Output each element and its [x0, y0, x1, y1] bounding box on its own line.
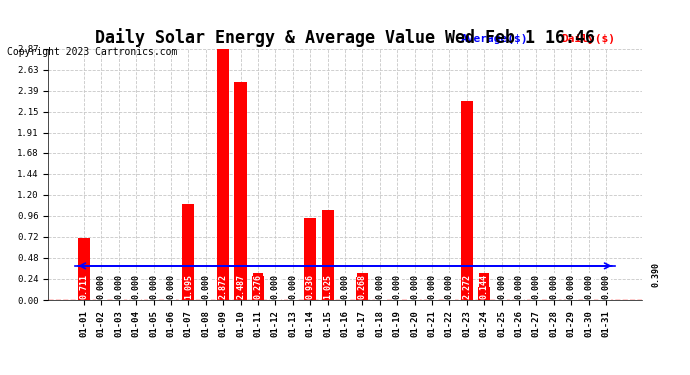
Bar [235, 82, 247, 300]
Text: 0.268: 0.268 [358, 274, 367, 299]
Text: 2.487: 2.487 [236, 274, 245, 299]
Text: Average($): Average($) [461, 34, 529, 44]
Text: 0.000: 0.000 [149, 274, 158, 299]
Text: 0.000: 0.000 [340, 274, 350, 299]
Text: 0.000: 0.000 [515, 274, 524, 299]
Text: 0.000: 0.000 [288, 274, 297, 299]
Text: 0.000: 0.000 [497, 274, 506, 299]
Bar [322, 210, 334, 300]
Text: 1.095: 1.095 [184, 274, 193, 299]
Text: 0.000: 0.000 [566, 274, 575, 299]
Text: 0.000: 0.000 [428, 274, 437, 299]
Text: 0.000: 0.000 [410, 274, 419, 299]
Text: 0.000: 0.000 [532, 274, 541, 299]
Text: Copyright 2023 Cartronics.com: Copyright 2023 Cartronics.com [7, 47, 177, 57]
Bar [478, 287, 491, 300]
Bar [182, 204, 195, 300]
Text: 0.000: 0.000 [584, 274, 593, 299]
Text: Daily($): Daily($) [562, 34, 615, 44]
Bar [78, 238, 90, 300]
Text: 0.711: 0.711 [79, 274, 88, 299]
Text: 0.000: 0.000 [375, 274, 384, 299]
Text: 0.000: 0.000 [602, 274, 611, 299]
Bar [217, 49, 229, 300]
Text: 0.276: 0.276 [253, 274, 262, 299]
Text: 0.000: 0.000 [271, 274, 280, 299]
Bar [304, 218, 316, 300]
Text: 0.000: 0.000 [166, 274, 175, 299]
Bar [252, 276, 264, 300]
Text: 0.144: 0.144 [480, 274, 489, 299]
Text: 0.000: 0.000 [97, 274, 106, 299]
Text: 0.000: 0.000 [445, 274, 454, 299]
Text: 0.000: 0.000 [115, 274, 124, 299]
Bar [461, 101, 473, 300]
Text: 1.025: 1.025 [323, 274, 332, 299]
Text: 0.000: 0.000 [132, 274, 141, 299]
Text: 0.000: 0.000 [201, 274, 210, 299]
Text: 2.272: 2.272 [462, 274, 471, 299]
Text: 0.000: 0.000 [393, 274, 402, 299]
Text: 0.936: 0.936 [306, 274, 315, 299]
Text: 0.000: 0.000 [549, 274, 558, 299]
Text: 2.872: 2.872 [219, 274, 228, 299]
Bar [356, 276, 368, 300]
Title: Daily Solar Energy & Average Value Wed Feb 1 16:46: Daily Solar Energy & Average Value Wed F… [95, 28, 595, 47]
